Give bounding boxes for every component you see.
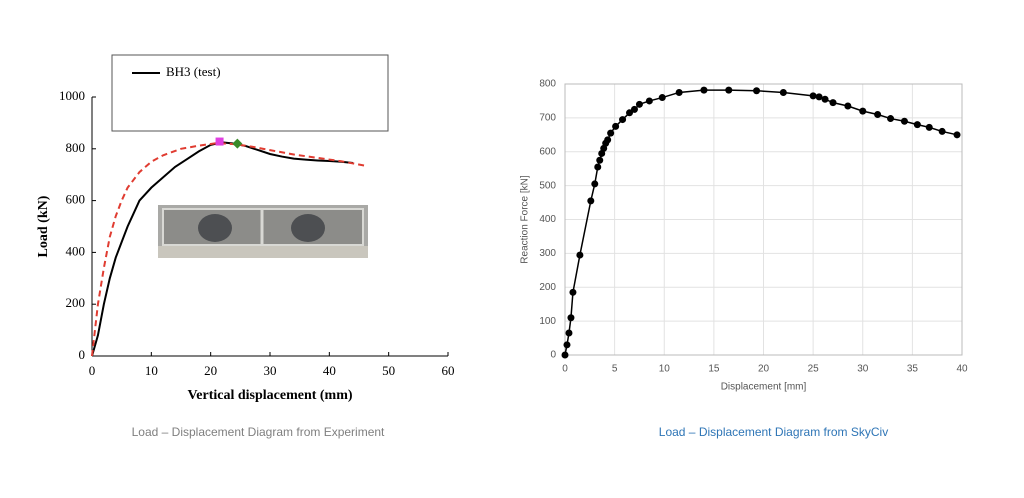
y-tick-label: 300: [539, 248, 556, 259]
experiment-chart: 0 200 400 600 800 1000 0 10 20 30 40 50 60 Vertical d…: [36, 54, 455, 439]
skyciv-chart: 0 100 200 300 400 500 600 700 800 0 5 10 15 20 25 30 35 4…: [520, 79, 968, 440]
data-point: [604, 136, 612, 144]
series-line: [91, 142, 366, 357]
y-tick-label: 800: [539, 79, 556, 90]
data-point: [725, 86, 733, 94]
y-tick-label: 200: [66, 295, 86, 310]
data-point: [594, 163, 602, 171]
y-tick-label: 1000: [59, 88, 85, 103]
data-point: [635, 100, 643, 108]
data-point: [630, 105, 638, 113]
y-tick-label: 200: [539, 282, 556, 293]
caption: Load – Displacement Diagram from Experim…: [132, 425, 385, 439]
x-tick-label: 15: [708, 364, 720, 375]
data-point: [561, 351, 569, 359]
data-point: [700, 86, 708, 94]
x-tick-label: 5: [612, 364, 618, 375]
data-point: [953, 131, 961, 139]
x-tick-label: 30: [264, 363, 277, 378]
specimen-photo: [158, 205, 368, 258]
x-tick-label: 25: [808, 364, 820, 375]
data-point: [626, 109, 634, 117]
x-tick-label: 20: [204, 363, 217, 378]
x-tick-label: 30: [857, 364, 869, 375]
x-tick-label: 10: [145, 363, 158, 378]
data-point: [591, 180, 599, 188]
x-tick-label: 0: [562, 364, 568, 375]
x-tick-label: 20: [758, 364, 770, 375]
legend-frame: [111, 54, 389, 132]
data-point: [645, 97, 653, 105]
data-point: [232, 138, 243, 149]
data-point: [215, 137, 224, 146]
data-point: [753, 87, 761, 95]
data-point: [887, 115, 895, 123]
x-tick-label: 50: [382, 363, 395, 378]
y-tick-label: 100: [539, 316, 556, 327]
data-point: [809, 92, 817, 100]
caption: Load – Displacement Diagram from SkyCiv: [659, 425, 888, 439]
data-point: [563, 341, 571, 349]
data-point: [815, 93, 823, 101]
y-tick-label: 600: [539, 146, 556, 157]
series-line: [564, 89, 958, 356]
data-point: [900, 117, 908, 125]
data-point: [938, 127, 946, 135]
data-point: [874, 110, 882, 118]
y-tick-label: 800: [66, 140, 86, 155]
x-tick-label: 10: [659, 364, 671, 375]
data-point: [596, 156, 604, 164]
data-point: [619, 116, 627, 124]
y-tick-label: 0: [79, 347, 86, 362]
y-tick-label: 600: [66, 192, 86, 207]
data-point: [569, 288, 577, 296]
data-point: [675, 88, 683, 96]
data-point: [576, 251, 584, 259]
plot-frame: [564, 83, 963, 356]
x-tick-label: 40: [323, 363, 336, 378]
y-tick-label: 400: [539, 214, 556, 225]
data-point: [607, 129, 615, 137]
data-point: [587, 197, 595, 205]
data-point: [779, 88, 787, 96]
legend-label: BH3 (test): [166, 64, 221, 79]
data-point: [913, 121, 921, 129]
x-axis-label: Displacement [mm]: [721, 382, 807, 393]
x-tick-label: 40: [956, 364, 968, 375]
data-point: [925, 123, 933, 131]
data-point: [829, 99, 837, 107]
data-point: [565, 329, 573, 337]
series-line: [91, 141, 354, 357]
x-tick-label: 35: [907, 364, 919, 375]
data-point: [567, 314, 575, 322]
data-point: [612, 122, 620, 130]
data-point: [658, 94, 666, 102]
y-tick-label: 700: [539, 113, 556, 124]
y-tick-label: 500: [539, 180, 556, 191]
x-tick-label: 60: [442, 363, 455, 378]
x-tick-label: 0: [89, 363, 96, 378]
y-tick-label: 400: [66, 243, 86, 258]
y-axis-label: Load (kN): [36, 195, 51, 257]
y-tick-label: 0: [550, 350, 556, 361]
y-axis-label: Reaction Force [kN]: [520, 175, 531, 264]
data-point: [859, 107, 867, 115]
x-axis-label: Vertical displacement (mm): [187, 388, 352, 403]
data-point: [821, 95, 829, 103]
data-point: [844, 102, 852, 110]
